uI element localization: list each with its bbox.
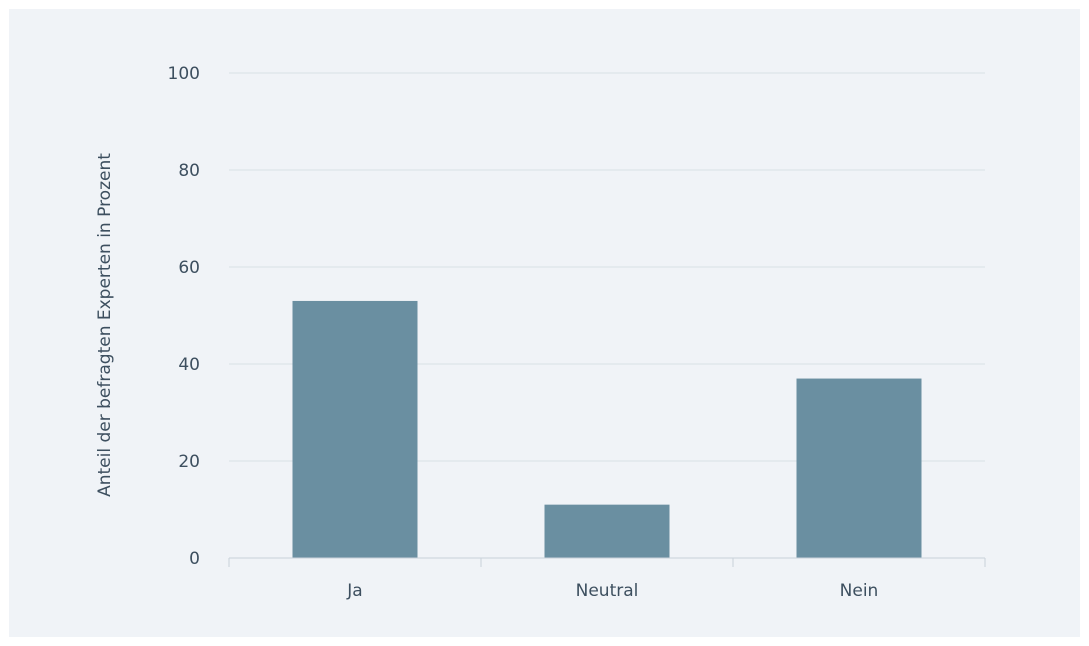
y-tick-label: 100 bbox=[168, 64, 200, 84]
y-tick-label: 0 bbox=[189, 549, 200, 569]
y-tick-label: 60 bbox=[178, 258, 200, 278]
y-tick-label: 20 bbox=[178, 452, 200, 472]
bar-nein bbox=[796, 378, 922, 558]
x-tick-label: Neutral bbox=[576, 581, 639, 601]
y-axis-label: Anteil der befragten Experten in Prozent bbox=[95, 153, 115, 497]
y-tick-label: 40 bbox=[178, 355, 200, 375]
x-axis bbox=[228, 557, 986, 567]
x-axis-ticks: Ja Neutral Nein bbox=[346, 581, 878, 601]
bar-ja bbox=[292, 300, 418, 558]
bars bbox=[292, 300, 922, 558]
x-tick-label: Ja bbox=[346, 581, 362, 601]
y-tick-label: 80 bbox=[178, 161, 200, 181]
y-axis-ticks: 0 20 40 60 80 100 bbox=[168, 64, 200, 569]
bar-neutral bbox=[544, 504, 670, 558]
x-tick-label: Nein bbox=[840, 581, 879, 601]
